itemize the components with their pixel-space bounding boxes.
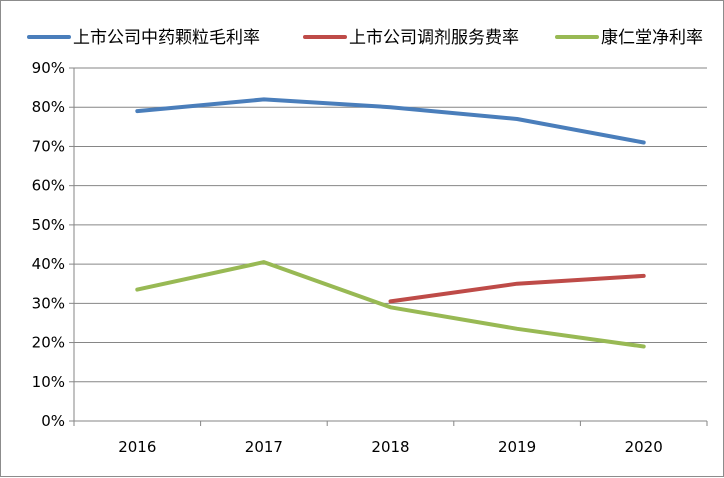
y-tick-label: 0% <box>41 412 65 430</box>
series-lines <box>135 97 646 349</box>
x-tick-label: 2019 <box>498 438 536 456</box>
series-line-3 <box>135 260 646 349</box>
legend-label: 上市公司中药颗粒毛利率 <box>73 28 260 48</box>
legend-label: 上市公司调剂服务费率 <box>349 28 519 48</box>
legend: 上市公司中药颗粒毛利率 上市公司调剂服务费率 康仁堂净利率 <box>27 28 703 48</box>
y-tick-label: 40% <box>32 255 65 273</box>
series-line-2 <box>388 273 646 304</box>
y-tick-label: 80% <box>32 98 65 116</box>
y-tick-label: 90% <box>32 59 65 77</box>
axes: 0% 10% 20% 30% 40% 50% 60% 70% 80% 90% 2016 2017 201… <box>32 59 708 456</box>
series-line-1 <box>135 97 646 145</box>
y-tick-label: 10% <box>32 373 65 391</box>
gridlines <box>74 67 707 383</box>
y-tick-label: 20% <box>32 334 65 352</box>
y-tick-label: 30% <box>32 294 65 312</box>
x-tick-label: 2020 <box>625 438 663 456</box>
y-tick-label: 50% <box>32 216 65 234</box>
x-tick-label: 2016 <box>118 438 156 456</box>
legend-label: 康仁堂净利率 <box>601 28 703 48</box>
x-tick-label: 2017 <box>245 438 283 456</box>
x-tick-label: 2018 <box>371 438 409 456</box>
y-tick-label: 60% <box>32 177 65 195</box>
y-tick-label: 70% <box>32 137 65 155</box>
